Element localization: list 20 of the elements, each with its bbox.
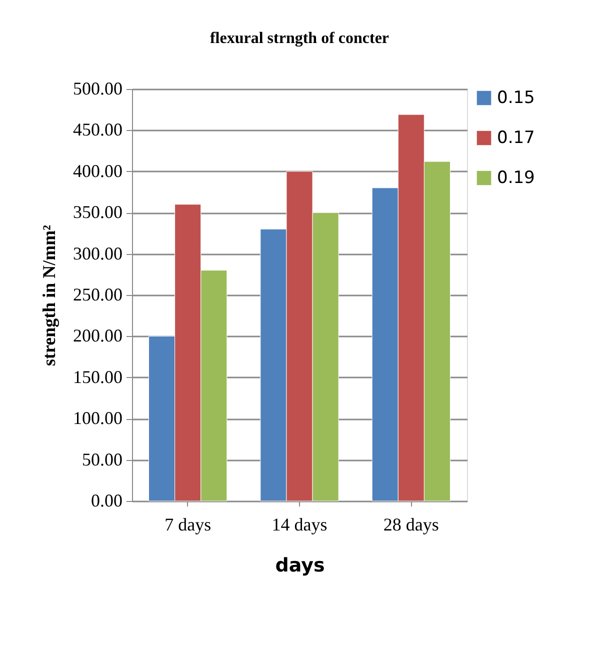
legend-label: 0.17 <box>497 128 535 148</box>
x-tick-label: 28 days <box>383 514 439 534</box>
x-tick-label: 7 days <box>164 514 212 534</box>
y-tick-label: 400.00 <box>73 160 122 181</box>
x-axis-title: days <box>275 554 325 576</box>
y-tick-label: 100.00 <box>73 408 122 428</box>
chart-title: flexural strngth of concter <box>210 30 390 47</box>
y-tick-label: 0.00 <box>91 490 122 510</box>
y-tick-label: 350.00 <box>73 202 122 222</box>
y-tick-label: 450.00 <box>73 120 122 140</box>
y-tick-label: 200.00 <box>73 326 122 346</box>
y-tick-label: 250.00 <box>73 284 122 304</box>
legend-label: 0.15 <box>497 88 535 108</box>
y-axis-title: strength in N/mm² <box>39 224 59 366</box>
x-tick-label: 14 days <box>272 514 328 534</box>
legend-label: 0.19 <box>497 168 535 188</box>
y-tick-label: 150.00 <box>73 366 122 387</box>
y-tick-label: 500.00 <box>73 78 122 98</box>
y-tick-label: 50.00 <box>82 449 122 470</box>
y-tick-label: 300.00 <box>73 243 122 264</box>
